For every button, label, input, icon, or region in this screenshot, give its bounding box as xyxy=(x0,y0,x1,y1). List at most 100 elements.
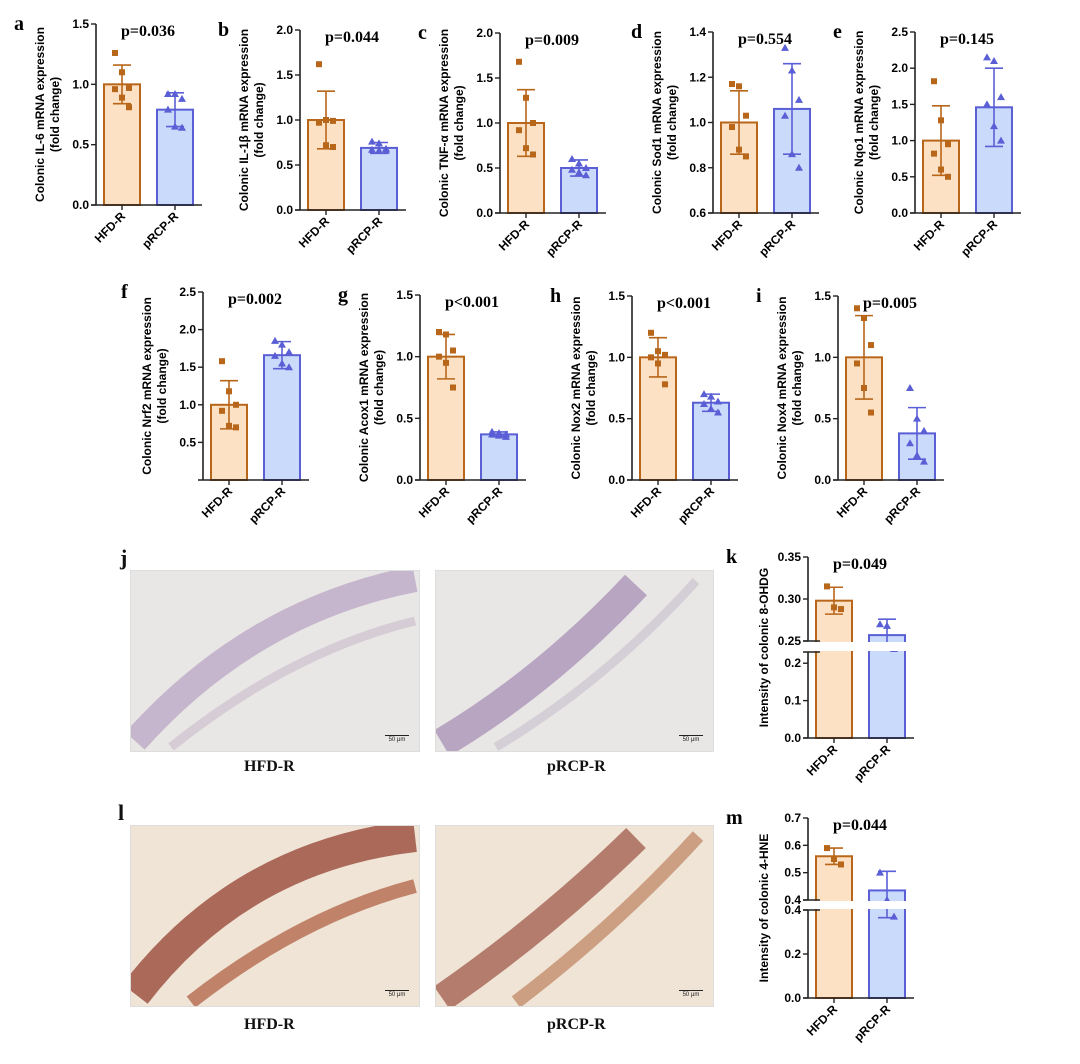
data-point-square xyxy=(530,120,536,126)
y-axis-label: (fold change) xyxy=(155,348,169,423)
data-point-square xyxy=(323,142,329,149)
y-tick-label: 0.5 xyxy=(784,866,801,880)
y-axis-label: Colonic Nox2 mRNA expression xyxy=(569,297,583,480)
data-point-triangle xyxy=(990,56,998,64)
y-tick-label: 1.5 xyxy=(276,68,293,82)
x-tick-label: HFD-R xyxy=(911,217,948,254)
chart-g: HFD-R pRCP-R 0.0 0.5 1.0 1.5 p<0.001 g Colonic A… xyxy=(338,284,526,526)
x-tick-label: HFD-R xyxy=(296,214,333,251)
data-point-square xyxy=(854,305,860,312)
data-point-triangle xyxy=(368,137,376,145)
data-point-square xyxy=(523,94,529,101)
x-tick-label: pRCP-R xyxy=(246,484,288,526)
data-point-square xyxy=(233,424,239,431)
chart-c: HFD-R pRCP-R 0.0 0.5 1.0 1.5 2.0 p=0.009 c Coloni… xyxy=(418,22,606,259)
data-point-triangle xyxy=(906,384,914,391)
y-axis-label: (fold change) xyxy=(665,85,679,160)
data-point-triangle xyxy=(488,430,496,438)
data-point-square xyxy=(655,360,661,367)
data-point-square xyxy=(126,84,132,91)
p-value: p=0.145 xyxy=(940,31,994,48)
x-tick-label: pRCP-R xyxy=(675,484,717,526)
y-tick-label: 0.8 xyxy=(689,161,706,175)
data-point-triangle xyxy=(997,93,1005,101)
y-tick-label: 0.5 xyxy=(608,412,625,426)
y-tick-label: 1.0 xyxy=(891,134,908,148)
data-point-square xyxy=(119,94,125,101)
y-axis-label: Colonic IL-6 mRNA expression xyxy=(33,27,47,202)
panel-letter: a xyxy=(14,13,24,35)
y-tick-label: 1.0 xyxy=(72,77,89,91)
p-value: p=0.009 xyxy=(525,32,579,49)
data-point-square xyxy=(648,354,654,361)
data-point-triangle xyxy=(271,351,279,359)
data-point-triangle xyxy=(285,348,293,356)
bar-prcp-r xyxy=(868,634,906,739)
y-tick-label: 1.0 xyxy=(814,350,831,364)
data-point-square xyxy=(729,81,735,88)
y-tick-label: 1.5 xyxy=(72,17,89,31)
data-point-triangle xyxy=(171,122,179,130)
bar-prcp-r xyxy=(692,401,730,481)
data-point-square xyxy=(662,351,668,358)
data-point-triangle xyxy=(795,163,803,171)
data-point-square xyxy=(831,604,837,611)
panel-letter: h xyxy=(550,285,561,307)
data-point-square xyxy=(729,124,735,131)
data-point-square xyxy=(838,606,844,613)
data-point-square xyxy=(648,329,654,336)
data-point-triangle xyxy=(582,164,590,171)
y-tick-label: 0.5 xyxy=(276,158,293,172)
y-tick-label: 0.6 xyxy=(689,206,706,220)
data-point-triangle xyxy=(582,171,590,179)
p-value: p<0.001 xyxy=(445,294,499,311)
y-axis-label: Colonic TNF-α mRNA expression xyxy=(437,29,451,217)
data-point-square xyxy=(861,385,867,391)
data-point-square xyxy=(938,117,944,124)
x-tick-label: pRCP-R xyxy=(881,484,923,526)
y-tick-label: 1.5 xyxy=(476,71,493,85)
data-point-square xyxy=(530,151,536,158)
y-axis-label: (fold change) xyxy=(790,350,804,425)
y-axis-label: Colonic Nrf2 mRNA expression xyxy=(140,297,154,475)
y-tick-label: 1.5 xyxy=(814,289,831,303)
y-axis-label: (fold change) xyxy=(584,350,598,425)
data-point-triangle xyxy=(285,363,293,371)
data-point-triangle xyxy=(178,94,186,102)
tissue-image xyxy=(131,571,418,751)
y-tick-label: 0.0 xyxy=(608,473,625,487)
x-tick-label: pRCP-R xyxy=(139,209,181,251)
y-tick-label: 0.2 xyxy=(784,947,801,961)
data-point-square xyxy=(219,407,225,414)
y-tick-label: 1.0 xyxy=(179,398,196,412)
data-point-triangle xyxy=(502,432,510,440)
y-axis-label: (fold change) xyxy=(372,350,386,425)
panel-letter: c xyxy=(418,22,427,44)
data-point-square xyxy=(854,360,860,367)
y-tick-label: 0.6 xyxy=(784,838,801,852)
x-tick-label: HFD-R xyxy=(628,484,665,521)
micrograph-l-prcp: 50 μm xyxy=(435,825,714,1007)
chart-f: HFD-R pRCP-R 0.5 1.0 1.5 2.0 2.5 p=0.002 f Coloni… xyxy=(121,281,309,526)
data-point-triangle xyxy=(913,414,921,422)
y-tick-label: 0.0 xyxy=(276,203,293,217)
data-point-square xyxy=(450,384,456,391)
data-point-triangle xyxy=(920,457,928,465)
y-tick-label: 0.5 xyxy=(396,411,413,425)
chart-b: HFD-R pRCP-R 0.0 0.5 1.0 1.5 2.0 p=0.044 b Coloni… xyxy=(218,19,406,256)
y-axis-label: (fold change) xyxy=(452,85,466,160)
chart-m: HFD-R pRCP-R 0.4 0.5 0.6 0.7 0.0 0.2 0.4 p=0.044 m… xyxy=(726,807,919,1044)
data-point-square xyxy=(112,49,118,56)
x-tick-label: pRCP-R xyxy=(343,214,385,256)
chart-e: HFD-R pRCP-R 0.0 0.5 1.0 1.5 2.0 2.5 p=0.145 e Col… xyxy=(833,21,1021,259)
y-tick-label: 1.5 xyxy=(396,288,413,302)
data-point-square xyxy=(119,69,125,76)
data-point-triangle xyxy=(575,168,583,176)
y-tick-label: 1.0 xyxy=(276,113,293,127)
data-point-square xyxy=(945,141,951,148)
p-value: p=0.044 xyxy=(325,29,379,46)
p-value: p=0.005 xyxy=(863,295,917,312)
data-point-triangle xyxy=(568,165,576,173)
data-point-square xyxy=(226,388,232,395)
